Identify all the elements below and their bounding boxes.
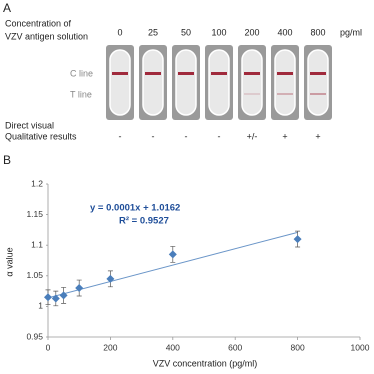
strip-window — [241, 49, 263, 116]
strip-window — [274, 49, 296, 116]
x-tick-label: 600 — [228, 342, 242, 352]
result: +/- — [247, 131, 258, 141]
result: - — [119, 131, 122, 141]
point — [59, 291, 68, 300]
y-tick-label: 0.95 — [26, 331, 43, 341]
result: - — [152, 131, 155, 141]
equation: y = 0.0001x + 1.0162 — [90, 203, 180, 214]
x-tick-label: 200 — [103, 342, 117, 352]
point — [51, 294, 60, 303]
panel-label: B — [3, 153, 11, 167]
point — [168, 250, 177, 259]
strip-window — [142, 49, 164, 116]
c-line — [145, 72, 161, 75]
result: + — [315, 131, 320, 141]
t-line — [310, 93, 326, 95]
c-line-label: C line — [70, 68, 93, 78]
c-line — [211, 72, 227, 75]
strip-window — [175, 49, 197, 116]
concentration-label: 400 — [277, 27, 292, 37]
x-tick-label: 400 — [166, 342, 180, 352]
header-text: Concentration of — [5, 18, 72, 28]
x-tick-label: 0 — [46, 342, 51, 352]
y-tick-label: 1.05 — [26, 270, 43, 280]
concentration-label: 50 — [181, 27, 191, 37]
c-line — [244, 72, 260, 75]
y-tick-label: 1.1 — [31, 239, 43, 249]
c-line — [178, 72, 194, 75]
strip-window — [307, 49, 329, 116]
x-tick-label: 1000 — [351, 342, 370, 352]
point — [75, 284, 84, 293]
c-line — [310, 72, 326, 75]
results-label: Direct visual — [5, 120, 54, 130]
results-label: Qualitative results — [5, 131, 77, 141]
t-line-label: T line — [70, 89, 92, 99]
trendline — [47, 231, 298, 299]
result: + — [282, 131, 287, 141]
concentration-label: 100 — [211, 27, 226, 37]
t-line — [277, 93, 293, 95]
y-tick-label: 1.15 — [26, 209, 43, 219]
concentration-label: 25 — [148, 27, 158, 37]
y-tick-label: 1 — [38, 301, 43, 311]
c-line — [277, 72, 293, 75]
point — [106, 274, 115, 283]
x-tick-label: 800 — [291, 342, 305, 352]
panel-label: A — [3, 1, 11, 15]
x-axis-title: VZV concentration (pg/ml) — [153, 358, 258, 368]
c-line — [112, 72, 128, 75]
header-text: VZV antigen solution — [5, 31, 88, 41]
y-axis-title: α value — [4, 247, 14, 276]
unit-label: pg/ml — [340, 27, 362, 37]
strip-window — [109, 49, 131, 116]
strip-window — [208, 49, 230, 116]
concentration-label: 200 — [244, 27, 259, 37]
result: - — [218, 131, 221, 141]
t-line — [244, 93, 260, 95]
concentration-label: 0 — [117, 27, 122, 37]
r-squared: R² = 0.9527 — [119, 216, 169, 227]
y-tick-label: 1.2 — [31, 178, 43, 188]
result: - — [185, 131, 188, 141]
concentration-label: 800 — [310, 27, 325, 37]
point — [44, 293, 52, 302]
point — [293, 235, 302, 244]
